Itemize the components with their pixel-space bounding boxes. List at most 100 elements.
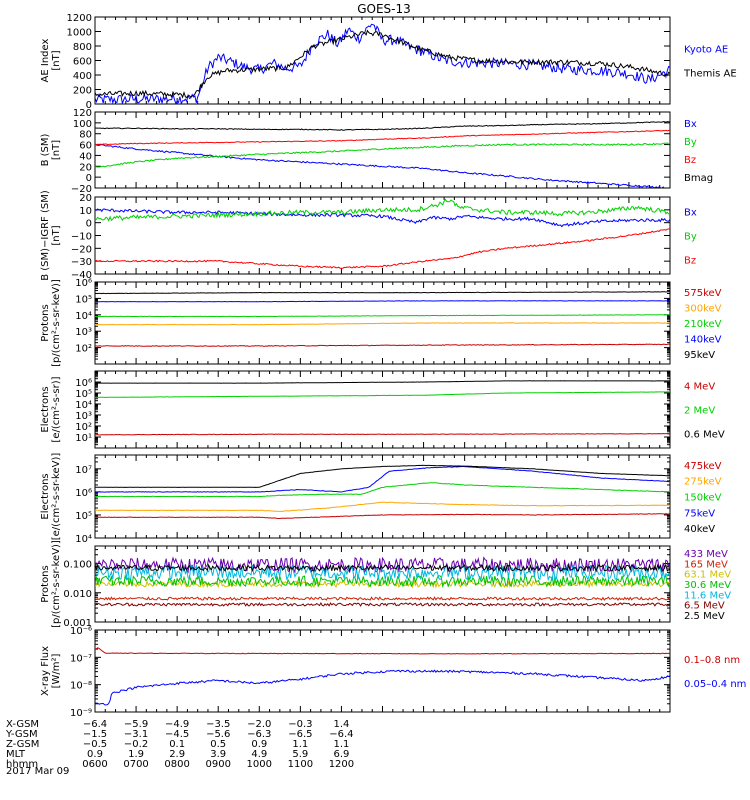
series-line-themis-ae — [95, 29, 670, 99]
y-tick-label: 10⁷ — [75, 465, 92, 476]
panel-frame — [94, 629, 671, 713]
panel-1: 0 200 400 600 800 1000 1200 AE Index[nT] Kyoto A… — [40, 13, 737, 111]
series-line-4-mev — [95, 432, 670, 436]
y-tick-label: 10⁴ — [75, 311, 92, 322]
y-axis-label: Protons[p/(cm²-s-sr-keV)] — [40, 540, 62, 628]
y-axis-label: B (SM)−IGRF (SM)[nT] — [40, 190, 62, 281]
legend-label: Bz — [684, 256, 696, 267]
series-line-bz — [95, 228, 670, 269]
legend-label: Bmag — [684, 173, 713, 184]
legend-label: 0.05–0.4 nm — [684, 679, 746, 690]
legend-label: 275keV — [684, 477, 722, 488]
series-group — [95, 380, 670, 436]
x-row-value: 0.9 — [87, 749, 103, 760]
y-axis-label: AE Index[nT] — [40, 38, 62, 82]
legend-label: Themis AE — [683, 69, 737, 80]
legend-label: 63.1 MeV — [684, 570, 731, 581]
x-row-value: −1.5 — [83, 729, 107, 740]
series-line-210kev — [95, 314, 670, 318]
series-line-150kev — [95, 482, 670, 498]
series-line-300kev — [95, 322, 670, 326]
y-tick-label: 20 — [79, 193, 92, 204]
series-line-433-mev — [95, 556, 670, 575]
x-row-value: 1200 — [329, 759, 354, 770]
y-tick-label: 10³ — [75, 411, 92, 422]
series-line-0-05-0-4-nm — [95, 669, 670, 706]
x-row-value: 4.9 — [251, 749, 267, 760]
x-row-value: 0800 — [164, 759, 189, 770]
y-tick-label: 10⁴ — [75, 534, 92, 545]
y-tick-label: 10⁻⁹ — [70, 708, 92, 719]
series-group — [95, 198, 670, 269]
x-axis-table: X-GSM −6.4 −5.9 −4.9 −3.5 −2.0 −0.3 1.4 Y-GSM −1.… — [5, 719, 354, 770]
y-tick-label: 10⁻⁶ — [70, 626, 92, 637]
x-row-value: −4.9 — [165, 719, 189, 730]
y-tick-label: 0.010 — [63, 589, 92, 600]
legend-label: By — [684, 232, 697, 243]
series-group — [95, 556, 670, 607]
series-line-2-mev — [95, 391, 670, 398]
legend-label: Bx — [684, 119, 697, 130]
series-line-63-1-mev — [95, 579, 670, 589]
y-tick-label: −10 — [71, 232, 92, 243]
series-line-by — [95, 142, 670, 168]
x-row-value: 1100 — [288, 759, 313, 770]
x-row-value: −2.0 — [247, 719, 271, 730]
y-tick-label: 100 — [73, 119, 92, 130]
x-row-value: 1.1 — [292, 739, 308, 750]
panel-frame — [94, 16, 671, 105]
x-row-value: 1.9 — [128, 749, 144, 760]
y-tick-label: 40 — [79, 151, 92, 162]
y-tick-label: 1200 — [67, 13, 92, 24]
panel-4: 10² 10³ 10⁴ 10⁵ 10⁶ Protons[p/(cm²-s-sr-keV)]… — [40, 278, 722, 367]
y-tick-label: 10¹ — [75, 433, 92, 444]
y-tick-label: 1000 — [67, 28, 92, 39]
x-row-value: 0700 — [123, 759, 148, 770]
series-group — [95, 647, 670, 706]
y-tick-label: 10⁴ — [75, 400, 92, 411]
panel-frame — [94, 196, 671, 275]
x-row-label: Z-GSM — [6, 739, 39, 750]
y-tick-label: 200 — [73, 86, 92, 97]
y-tick-label: 0.100 — [63, 560, 92, 571]
x-row-value: −5.9 — [124, 719, 148, 730]
x-row-value: 0600 — [82, 759, 107, 770]
x-row-label: X-GSM — [6, 719, 39, 730]
legend-label: 2 MeV — [684, 406, 715, 417]
series-line-bz — [95, 129, 670, 146]
y-tick-label: 10⁶ — [75, 278, 92, 289]
x-row-value: 6.9 — [333, 749, 349, 760]
series-line-2-5-mev — [95, 563, 670, 573]
legend-label: 0.6 MeV — [684, 430, 725, 441]
x-row-value: 0.5 — [210, 739, 226, 750]
series-line-bmag — [95, 121, 670, 131]
series-line-by — [95, 198, 670, 222]
y-tick-label: 0.001 — [63, 618, 92, 629]
series-line-0-6-mev — [95, 380, 670, 384]
series-line-75kev — [95, 465, 670, 493]
y-tick-label: 10² — [75, 422, 92, 433]
x-row-value: −0.5 — [83, 739, 107, 750]
y-tick-label: 600 — [73, 57, 92, 68]
y-tick-label: −30 — [71, 257, 92, 268]
y-tick-label: 10⁵ — [75, 511, 92, 522]
y-tick-label: 10⁶ — [75, 378, 92, 389]
series-line-165-mev — [95, 596, 670, 602]
series-line-11-6-mev — [95, 563, 670, 582]
y-axis-label: X-ray Flux[W/m²] — [40, 646, 62, 696]
legend-label: 6.5 MeV — [684, 601, 725, 612]
series-group — [95, 121, 670, 188]
legend-label: 433 MeV — [684, 549, 728, 560]
series-line-30-6-mev — [95, 574, 670, 589]
y-tick-label: 10² — [75, 344, 92, 355]
y-tick-label: 20 — [79, 162, 92, 173]
y-tick-label: 10 — [79, 206, 92, 217]
legend-label: 75keV — [684, 508, 715, 519]
panel-7: 0.001 0.010 0.100Protons[p/(cm²-s-sr-keV)]… — [40, 540, 731, 629]
y-tick-label: 10⁻⁷ — [70, 653, 92, 664]
legend-label: 30.6 MeV — [684, 580, 731, 591]
y-tick-label: 10⁻⁸ — [70, 681, 92, 692]
